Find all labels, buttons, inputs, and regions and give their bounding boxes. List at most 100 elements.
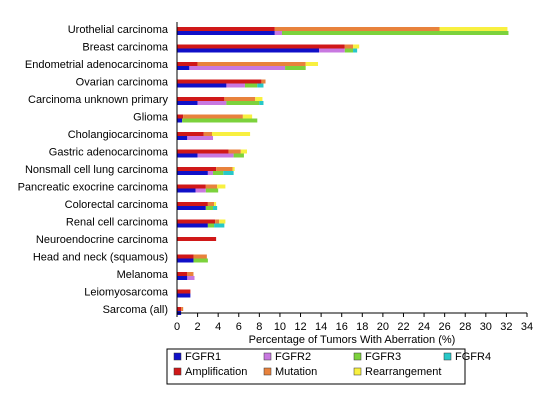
legend: FGFR1 FGFR2 FGFR3 FGFR4 Amplification Mutatio… (166, 348, 491, 385)
x-tick-label: 30 (480, 321, 492, 333)
legend-swatch-fgfr4 (443, 352, 452, 361)
bar-segment-mutation (197, 62, 306, 66)
bar-segment-mutation (228, 149, 241, 154)
category-label: Neuroendocrine carcinoma (36, 234, 169, 246)
bar-segment-fgfr3 (344, 48, 354, 53)
bar-segment-rearrangement (305, 62, 319, 66)
bar-segment-amplification (177, 202, 208, 206)
bar-segment-fgfr1 (177, 83, 227, 88)
category-label: Cholangiocarcinoma (68, 129, 169, 141)
bar-segment-fgfr2 (189, 66, 286, 70)
legend-swatch-amplification (173, 367, 182, 376)
bar-segment-fgfr3 (233, 153, 244, 158)
bar-segment-fgfr1 (177, 188, 196, 193)
bar-segment-amplification (177, 97, 225, 101)
category-label: Breast carcinoma (82, 42, 168, 54)
bar-segment-fgfr3 (205, 188, 219, 193)
bar-segment-fgfr4 (259, 101, 264, 105)
bar-segment-fgfr3 (182, 118, 258, 123)
x-tick-label: 28 (459, 321, 471, 333)
x-tick-label: 18 (356, 321, 368, 333)
bar-segment-fgfr2 (207, 171, 214, 175)
bar-segment-rearrangement (255, 97, 263, 101)
category-label: Urothelial carcinoma (68, 24, 169, 36)
bar-segment-amplification (177, 79, 262, 84)
x-tick-label: 12 (294, 321, 306, 333)
bar-segment-fgfr2 (197, 101, 227, 105)
bar-segment-amplification (177, 254, 194, 259)
legend-swatch-fgfr2 (263, 352, 272, 361)
category-label: Head and neck (squamous) (33, 252, 168, 264)
bar-segment-fgfr4 (213, 206, 218, 210)
bar-segment-fgfr1 (177, 293, 191, 298)
category-label: Melanoma (117, 269, 169, 281)
bar-segment-fgfr2 (195, 188, 206, 193)
bar-segment-amplification (177, 184, 206, 189)
bar-segment-fgfr1 (177, 258, 194, 263)
bar-segment-amplification (177, 27, 275, 31)
category-label: Ovarian carcinoma (76, 77, 169, 89)
bar-segment-fgfr1 (177, 66, 190, 70)
bar-segment-rearrangement (242, 114, 253, 119)
bar-segment-fgfr1 (177, 171, 208, 175)
bar-segment-fgfr1 (177, 101, 198, 105)
category-label: Carcinoma unknown primary (28, 94, 168, 106)
bar-segment-rearrangement (214, 202, 217, 206)
category-label: Leiomyosarcoma (84, 287, 169, 299)
bar-segment-amplification (177, 149, 229, 154)
bar-segment-fgfr3 (226, 101, 260, 105)
bar-segment-fgfr3 (193, 258, 208, 263)
bar-segment-fgfr4 (257, 83, 264, 88)
bar-segment-mutation (207, 202, 215, 206)
bar-segment-rearrangement (353, 44, 360, 49)
bar-segment-fgfr4 (353, 48, 358, 53)
x-tick-label: 4 (215, 321, 221, 333)
x-tick-label: 24 (418, 321, 430, 333)
bar-segment-fgfr1 (177, 118, 183, 123)
bar-segment-fgfr2 (319, 48, 345, 53)
x-tick-label: 6 (236, 321, 242, 333)
bar-segment-mutation (181, 307, 184, 311)
x-tick-label: 20 (377, 321, 389, 333)
bar-segment-rearrangement (439, 27, 508, 31)
bar-segment-mutation (274, 27, 440, 31)
category-label: Pancreatic exocrine carcinoma (18, 182, 169, 194)
bar-segment-fgfr1 (177, 206, 206, 210)
legend-swatch-rearrangement (353, 367, 362, 376)
x-axis: 0 2 4 6 8 10 12 14 16 18 20 22 24 26 28 30 32 34 (174, 22, 533, 333)
bar-segment-fgfr4 (223, 171, 234, 175)
bar-segment-rearrangement (219, 219, 226, 224)
bar-segment-fgfr3 (205, 206, 214, 210)
legend-label-fgfr1: FGFR1 (185, 351, 221, 363)
bar-segment-rearrangement (217, 184, 226, 189)
bar-segment-fgfr1 (177, 276, 188, 280)
category-label: Renal cell carcinoma (66, 217, 169, 229)
bar-segment-rearrangement (232, 167, 235, 171)
legend-swatch-fgfr3 (353, 352, 362, 361)
bar-segment-amplification (177, 307, 182, 311)
bar-segment-mutation (216, 167, 233, 171)
bar-segment-mutation (205, 184, 218, 189)
bar-segment-fgfr2 (187, 276, 195, 280)
x-tick-label: 0 (174, 321, 180, 333)
category-label: Nonsmall cell lung carcinoma (25, 164, 169, 176)
legend-label-mutation: Mutation (275, 366, 317, 378)
x-tick-label: 32 (500, 321, 512, 333)
x-tick-label: 8 (256, 321, 262, 333)
bar-segment-fgfr2 (197, 153, 234, 158)
bar-segment-fgfr1 (177, 136, 188, 140)
bar-segment-fgfr1 (177, 153, 198, 158)
category-label: Colorectal carcinoma (65, 199, 169, 211)
bar-segment-amplification (177, 132, 204, 136)
x-tick-label: 14 (315, 321, 327, 333)
category-label: Gastric adenocarcinoma (49, 147, 169, 159)
bar-segment-fgfr2 (226, 83, 245, 88)
legend-label-amplification: Amplification (185, 366, 247, 378)
bars-layer (177, 27, 509, 315)
legend-label-fgfr4: FGFR4 (455, 351, 491, 363)
x-axis-title: Percentage of Tumors With Aberration (%) (249, 334, 456, 346)
bar-segment-amplification (177, 44, 345, 49)
bar-segment-mutation (187, 272, 194, 276)
bar-segment-amplification (177, 219, 216, 224)
